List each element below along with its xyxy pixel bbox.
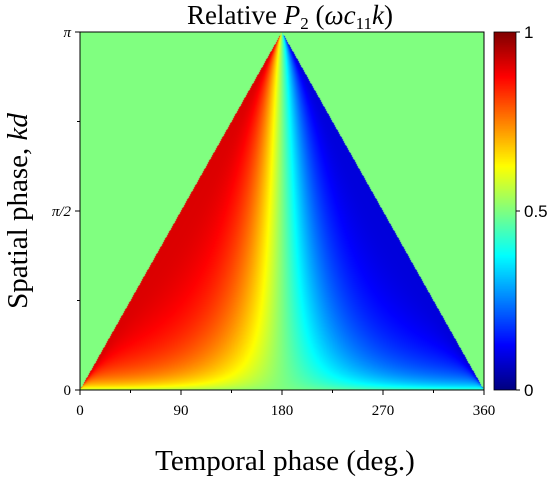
colorbar-tick-label: 0 <box>524 381 533 400</box>
x-axis-ticks: 0 90 180 270 360 <box>76 390 495 419</box>
x-tick-label: 180 <box>271 403 294 419</box>
x-tick-label: 0 <box>76 403 84 419</box>
y-tick-label: π <box>63 25 71 41</box>
x-tick-label: 90 <box>174 403 189 419</box>
heatmap-plot-area <box>80 32 484 390</box>
y-tick-label: π/2 <box>52 204 72 220</box>
y-tick-label: 0 <box>64 383 72 399</box>
colorbar <box>494 32 516 390</box>
x-tick-label: 360 <box>473 403 496 419</box>
x-axis-label: Temporal phase (deg.) <box>155 445 415 477</box>
chart-title: Relative P2 (ωc11k) <box>187 0 393 33</box>
y-axis-ticks: 0 π/2 π <box>52 25 80 399</box>
colorbar-ticks: 00.51 <box>516 23 548 400</box>
y-axis-label: Spatial phase, kd <box>2 113 34 309</box>
colorbar-tick-label: 1 <box>524 23 533 42</box>
x-tick-label: 270 <box>372 403 395 419</box>
colorbar-tick-label: 0.5 <box>524 202 548 221</box>
